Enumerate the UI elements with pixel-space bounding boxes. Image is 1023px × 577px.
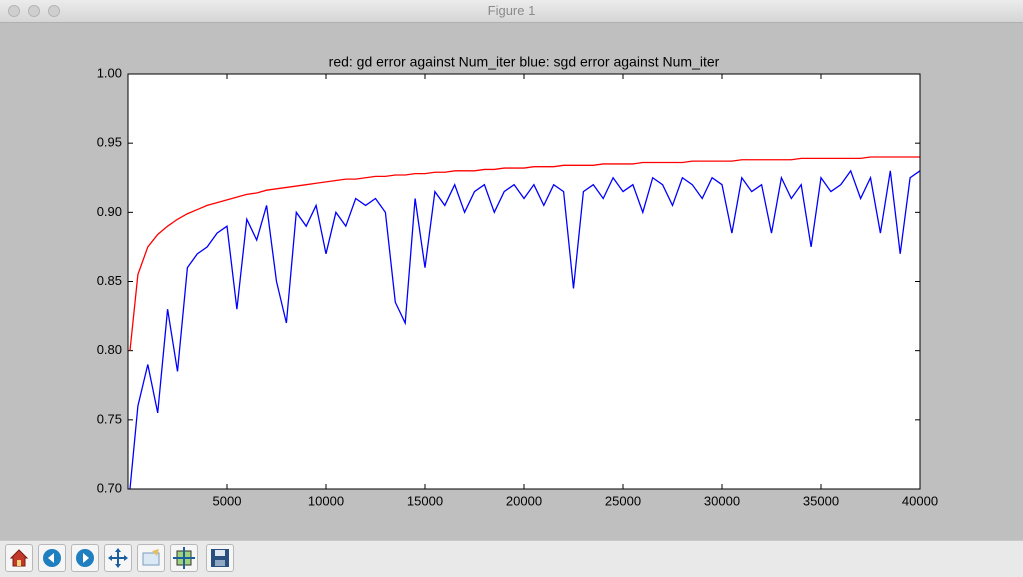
series-line bbox=[129, 156, 920, 351]
zoom-rect-button[interactable] bbox=[137, 544, 165, 572]
save-button[interactable] bbox=[206, 544, 234, 572]
toolbar bbox=[0, 540, 1023, 577]
y-tick-label: 1.00 bbox=[97, 65, 122, 80]
y-tick-label: 0.85 bbox=[97, 273, 122, 288]
series-line bbox=[129, 169, 921, 490]
x-tick-label: 15000 bbox=[407, 493, 443, 508]
x-tick-label: 25000 bbox=[605, 493, 641, 508]
x-tick-label: 10000 bbox=[308, 493, 344, 508]
x-tick-label: 5000 bbox=[213, 493, 242, 508]
home-button[interactable] bbox=[5, 544, 33, 572]
title-bar: Figure 1 bbox=[0, 0, 1023, 23]
y-tick-label: 0.95 bbox=[97, 135, 122, 150]
zoom-button[interactable] bbox=[48, 5, 60, 17]
chart: red: gd error against Num_iter blue: sgd… bbox=[97, 54, 938, 509]
window-title: Figure 1 bbox=[487, 3, 536, 18]
plot-frame bbox=[127, 73, 921, 490]
close-button[interactable] bbox=[8, 5, 20, 17]
x-tick-label: 20000 bbox=[506, 493, 542, 508]
subplots-button[interactable] bbox=[170, 544, 198, 572]
pan-button[interactable] bbox=[104, 544, 132, 572]
plot-area bbox=[128, 74, 920, 489]
y-tick-label: 0.70 bbox=[97, 480, 122, 495]
x-tick-label: 35000 bbox=[803, 493, 839, 508]
y-tick-label: 0.75 bbox=[97, 411, 122, 426]
y-tick-label: 0.80 bbox=[97, 342, 122, 357]
back-button[interactable] bbox=[38, 544, 66, 572]
x-tick-label: 40000 bbox=[902, 493, 938, 508]
x-tick-label: 30000 bbox=[704, 493, 740, 508]
forward-button[interactable] bbox=[71, 544, 99, 572]
chart-title: red: gd error against Num_iter blue: sgd… bbox=[329, 54, 720, 70]
minimize-button[interactable] bbox=[28, 5, 40, 17]
y-tick-label: 0.90 bbox=[97, 204, 122, 219]
